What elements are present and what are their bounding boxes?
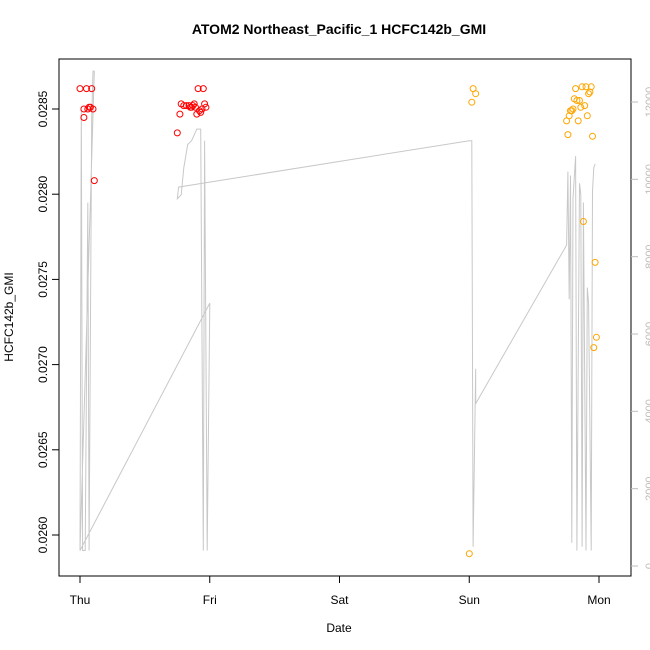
x-tick-label: Thu xyxy=(70,593,91,607)
chart-title: ATOM2 Northeast_Pacific_1 HCFC142b_GMI xyxy=(192,21,486,37)
data-point-series-1 xyxy=(192,103,199,111)
y-axis-label: HCFC142b_GMI xyxy=(2,272,16,361)
y2-tick-label: 6000 xyxy=(644,322,650,346)
y-tick-label: 0.0260 xyxy=(36,516,50,553)
data-point-series-2 xyxy=(574,117,582,125)
data-point-series-2 xyxy=(465,550,473,558)
y2-tick-label: 2000 xyxy=(644,476,650,500)
data-point-series-1 xyxy=(89,105,97,113)
data-point-series-1 xyxy=(180,102,188,110)
data-point-series-2 xyxy=(568,107,576,115)
data-point-series-1 xyxy=(201,100,209,108)
data-point-series-2 xyxy=(591,258,599,266)
data-point-series-2 xyxy=(587,83,595,91)
y-tick-label: 0.0265 xyxy=(36,431,50,468)
altitude-line xyxy=(79,70,596,551)
data-point-series-2 xyxy=(579,218,587,225)
data-point-series-1 xyxy=(83,85,90,93)
y-tick-label: 0.0275 xyxy=(36,261,50,298)
axes-layer: Thu Fri Sat Sun Mon 0.0260 0.0265 0.0270 0.0275 0… xyxy=(36,87,650,607)
data-point-series-2 xyxy=(578,83,586,91)
data-point-series-2 xyxy=(573,97,581,104)
y-tick-label: 0.0280 xyxy=(36,176,50,213)
y2-tick-label: 8000 xyxy=(644,244,650,268)
data-point-series-2 xyxy=(576,97,583,104)
data-point-series-2 xyxy=(569,105,577,113)
data-point-series-1 xyxy=(173,129,181,137)
x-tick-label: Mon xyxy=(587,593,610,607)
data-point-series-2 xyxy=(581,102,589,110)
data-point-series-1 xyxy=(90,177,98,185)
data-point-series-2 xyxy=(468,98,476,106)
data-point-series-2 xyxy=(589,132,596,140)
x-tick-label: Sat xyxy=(330,593,349,607)
data-point-series-2 xyxy=(592,333,600,341)
data-point-series-1 xyxy=(197,108,205,116)
y2-tick-label: 12000 xyxy=(644,87,650,118)
y2-tick-label: 10000 xyxy=(644,164,650,195)
plot-frame xyxy=(58,58,632,577)
data-point-series-1 xyxy=(80,114,88,121)
data-point-series-1 xyxy=(199,85,207,93)
data-point-series-2 xyxy=(586,88,594,96)
x-tick-label: Fri xyxy=(203,593,217,607)
data-point-series-1 xyxy=(76,85,84,93)
data-point-series-2 xyxy=(590,344,598,352)
points-layer xyxy=(76,83,600,558)
data-point-series-1 xyxy=(194,85,202,93)
data-point-series-1 xyxy=(202,103,210,111)
data-point-series-2 xyxy=(572,85,580,93)
data-point-series-2 xyxy=(564,131,572,139)
y2-tick-label: 0 xyxy=(644,563,650,569)
data-point-series-2 xyxy=(472,90,480,98)
y-tick-label: 0.0270 xyxy=(36,346,50,383)
x-tick-label: Sun xyxy=(459,593,480,607)
altitude-line-layer xyxy=(79,70,596,551)
data-point-series-1 xyxy=(190,100,198,108)
data-point-series-2 xyxy=(585,90,593,98)
data-point-series-1 xyxy=(88,85,96,93)
x-axis-label: Date xyxy=(326,621,352,635)
y2-tick-label: 4000 xyxy=(644,399,650,423)
y-tick-label: 0.0285 xyxy=(36,90,50,127)
data-point-series-2 xyxy=(577,103,585,111)
data-point-series-1 xyxy=(176,110,184,118)
data-point-series-2 xyxy=(582,83,590,91)
data-point-series-2 xyxy=(583,112,591,120)
